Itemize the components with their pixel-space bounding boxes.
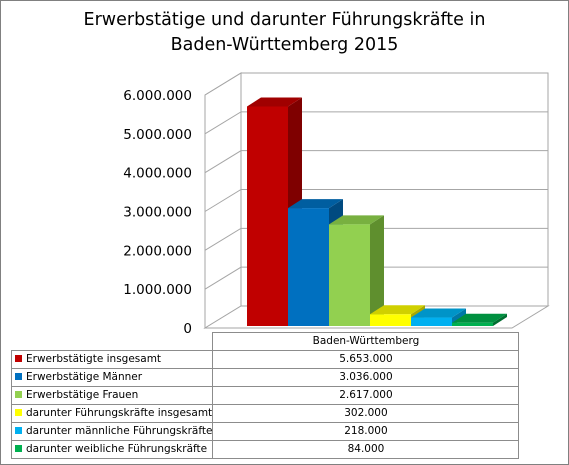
- legend-key: [15, 408, 22, 416]
- data-label: 302.000: [212, 404, 520, 423]
- gridline: [204, 189, 548, 212]
- bar-top: [411, 308, 466, 318]
- bar-top: [247, 97, 302, 107]
- bar: [329, 224, 370, 326]
- y-tick-label: 0: [183, 321, 192, 337]
- chart-title-line-2: Baden-Württemberg 2015: [170, 35, 399, 55]
- gridline: [204, 227, 548, 251]
- y-tick-label: 5.000.000: [123, 127, 192, 143]
- bar: [370, 314, 411, 326]
- gridline: [204, 266, 548, 290]
- data-label: 218.000: [212, 422, 520, 441]
- legend-entry: darunter weibliche Führungskräfte: [10, 440, 214, 459]
- legend-entry: Erwerbstätigte insgesamt: [10, 350, 214, 369]
- legend-entry: darunter männliche Führungskräfte: [10, 422, 214, 441]
- table-corner-cell: [11, 332, 214, 351]
- chart-title: Erwerbstätige und darunter Führungskräft…: [0, 8, 569, 58]
- data-table: Baden-Württemberg Erwerbstätigte insgesa…: [10, 332, 520, 459]
- data-label: 3.036.000: [212, 368, 520, 387]
- legend-label: Erwerbstätige Männer: [26, 371, 143, 383]
- bar-top: [452, 313, 507, 323]
- bar-side: [493, 313, 507, 326]
- bar: [288, 208, 329, 326]
- table-row: darunter Führungskräfte insgesamt 302.000: [10, 404, 520, 423]
- bar-side: [370, 215, 384, 326]
- legend-key: [15, 426, 22, 434]
- legend-entry: Erwerbstätige Frauen: [10, 386, 214, 405]
- gridline: [204, 150, 548, 174]
- legend-label: darunter Führungskräfte insgesamt: [26, 407, 213, 419]
- table-category-header: Baden-Württemberg: [212, 332, 520, 351]
- legend-entry: Erwerbstätige Männer: [10, 368, 214, 387]
- y-tick-label: 2.000.000: [123, 243, 192, 259]
- bar: [411, 317, 452, 326]
- data-label: 5.653.000: [212, 350, 520, 369]
- legend-entry: darunter Führungskräfte insgesamt: [10, 404, 214, 423]
- legend-label: Erwerbstätigte insgesamt: [26, 353, 162, 365]
- bar: [247, 106, 288, 327]
- y-tick-label: 4.000.000: [123, 166, 192, 182]
- bar: [452, 322, 493, 326]
- legend-label: darunter männliche Führungskräfte: [26, 425, 213, 437]
- table-row: Erwerbstätige Männer 3.036.000: [10, 368, 520, 387]
- table-row: Erwerbstätigte insgesamt 5.653.000: [10, 350, 520, 369]
- table-row: Erwerbstätige Frauen 2.617.000: [10, 386, 520, 405]
- legend-key: [15, 390, 22, 398]
- table-header-row: Baden-Württemberg: [11, 332, 520, 351]
- y-tick-label: 3.000.000: [123, 205, 192, 221]
- legend-label: Erwerbstätige Frauen: [26, 389, 139, 401]
- legend-key: [15, 444, 22, 452]
- gridline: [204, 111, 548, 135]
- data-label: 2.617.000: [212, 386, 520, 405]
- gridline: [204, 72, 548, 96]
- bar-top: [329, 215, 384, 225]
- legend-key: [15, 372, 22, 380]
- data-label: 84.000: [212, 440, 520, 459]
- chart-title-line-1: Erwerbstätige und darunter Führungskräft…: [83, 10, 486, 30]
- bar-top: [288, 199, 343, 209]
- table-row: darunter weibliche Führungskräfte 84.000: [10, 440, 520, 459]
- y-tick-label: 1.000.000: [123, 282, 192, 298]
- bar-top: [370, 305, 425, 315]
- legend-label: darunter weibliche Führungskräfte: [26, 443, 208, 455]
- y-tick-label: 6.000.000: [123, 88, 192, 104]
- legend-key: [15, 354, 22, 362]
- table-row: darunter männliche Führungskräfte 218.000: [10, 422, 520, 441]
